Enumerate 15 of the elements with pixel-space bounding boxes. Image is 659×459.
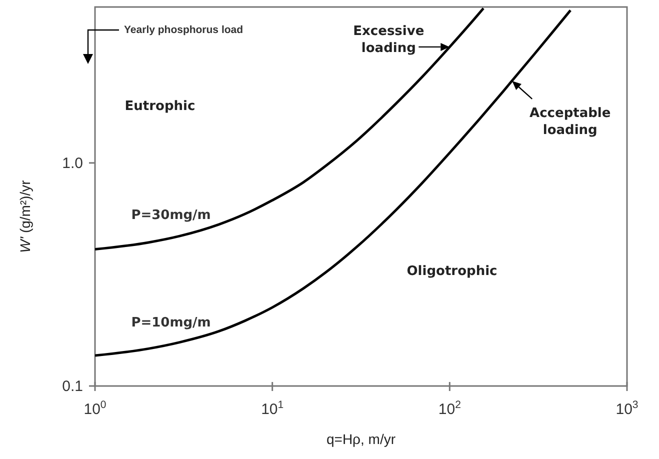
annotation: Oligotrophic [406, 264, 498, 279]
annotation: Yearly phosphorus load [124, 24, 244, 36]
x-tick-label: 10$^{3}$ [616, 399, 638, 418]
series-label: P=10mg/m [131, 315, 211, 330]
x-tick-label: 10$^{2}$ [438, 399, 462, 418]
y-tick-label: 1.0 [62, 154, 83, 172]
x-tick-label: 10$^{1}$ [261, 399, 284, 418]
annotation: Acceptable loading [530, 106, 611, 138]
y-axis-title: W' (g/m²)/yr [17, 180, 33, 253]
annotation: Eutrophic [124, 99, 196, 114]
annotation: Excessive loading [353, 24, 424, 56]
series-label: P=30mg/m [131, 208, 211, 224]
x-tick-label: 10$^{0}$ [84, 399, 106, 418]
y-tick-label: 0.1 [62, 378, 83, 395]
x-axis-title: q=Hρ, m/yr [326, 431, 396, 447]
